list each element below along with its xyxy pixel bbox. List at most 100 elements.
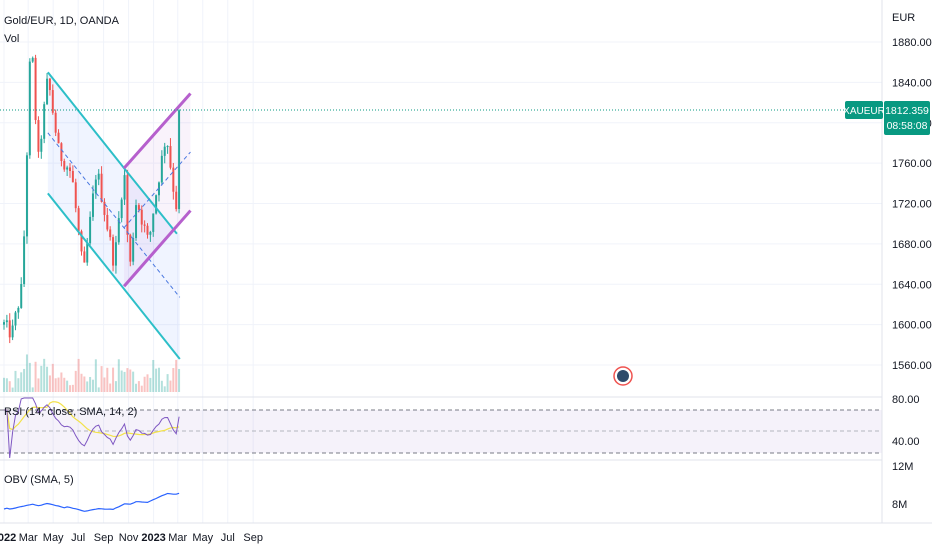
candle-body-22: [66, 167, 69, 170]
candle-body-6: [20, 284, 23, 308]
candle-body-58: [169, 146, 172, 168]
volume-bar-21: [63, 377, 66, 392]
rsi-line: [4, 397, 180, 459]
volume-bar-19: [57, 377, 60, 392]
candle-body-23: [69, 167, 72, 171]
candle-body-52: [152, 213, 155, 232]
volume-bar-28: [83, 376, 86, 392]
volume-bar-17: [51, 363, 54, 392]
volume-bar-59: [172, 368, 175, 392]
volume-bar-39: [114, 381, 117, 392]
candle-body-4: [14, 312, 17, 326]
candle-body-5: [17, 307, 20, 313]
candle-body-32: [94, 179, 97, 194]
candle-body-8: [25, 155, 28, 237]
time-tick-6: 2023: [141, 532, 165, 544]
candle-body-60: [175, 191, 178, 210]
last-price-badge: XAUEUR 1812.359 08:58:08: [843, 101, 930, 135]
volume-bar-16: [48, 375, 51, 392]
price-tick-3: 1760.000: [892, 158, 932, 170]
time-axis-ticks[interactable]: 2022MarMayJulSepNov2023MarMayJulSep: [0, 532, 263, 544]
volume-bar-38: [112, 367, 115, 392]
volume-bar-40: [117, 359, 120, 392]
candle-body-54: [157, 182, 160, 196]
volume-bar-49: [143, 376, 146, 392]
volume-bar-32: [94, 359, 97, 392]
candle-body-14: [43, 104, 46, 139]
volume-bar-47: [137, 381, 140, 392]
candle-body-25: [74, 182, 77, 209]
volume-bar-53: [155, 368, 158, 392]
volume-bar-57: [166, 374, 169, 392]
volume-bar-45: [132, 371, 135, 392]
candle-body-46: [135, 205, 138, 239]
volume-bar-12: [37, 378, 40, 392]
volume-bar-5: [17, 378, 20, 392]
volume-bar-8: [25, 354, 28, 392]
volume-bar-1: [5, 378, 8, 392]
volume-bar-60: [175, 359, 178, 392]
candle-body-36: [106, 214, 109, 230]
alert-marker-icon[interactable]: [613, 366, 633, 386]
obv-legend[interactable]: OBV (SMA, 5): [4, 474, 74, 486]
candle-body-56: [163, 146, 166, 156]
candle-body-3: [11, 325, 14, 338]
candle-body-45: [132, 238, 135, 262]
rsi-tick-80: 80.00: [892, 394, 920, 406]
volume-bar-52: [152, 359, 155, 392]
price-axis-ticks[interactable]: 1880.0001840.0001800.0001760.0001720.000…: [892, 37, 932, 372]
candle-body-43: [126, 175, 129, 235]
volume-bar-2: [8, 381, 11, 392]
candle-body-0: [3, 322, 5, 325]
candle-body-10: [31, 57, 34, 62]
candle-body-35: [103, 201, 106, 215]
time-tick-2: May: [43, 532, 64, 544]
candle-body-33: [97, 173, 100, 180]
volume-bar-14: [43, 358, 46, 392]
candle-body-40: [117, 218, 120, 243]
price-tick-7: 1600.000: [892, 320, 932, 332]
symbol-legend[interactable]: Gold/EUR, 1D, OANDA: [4, 15, 120, 27]
candle-body-24: [71, 170, 74, 183]
badge-ticker: XAUEUR: [843, 106, 885, 117]
volume-bars: [3, 354, 181, 392]
candle-body-59: [172, 167, 175, 192]
volume-bar-41: [120, 370, 123, 392]
volume-bar-31: [91, 379, 94, 392]
volume-bar-3: [11, 387, 14, 392]
badge-price: 1812.359: [885, 105, 929, 117]
ascending-channel-median: [123, 151, 191, 229]
candle-body-20: [60, 143, 63, 161]
volume-bar-10: [31, 387, 34, 392]
ascending-channel-upper: [122, 92, 192, 170]
candle-body-31: [91, 193, 94, 217]
volume-bar-51: [149, 377, 152, 392]
candle-body-9: [28, 61, 31, 156]
volume-bar-29: [86, 381, 89, 392]
candle-body-27: [80, 231, 83, 252]
candle-body-13: [40, 138, 43, 152]
rsi-tick-40: 40.00: [892, 436, 920, 448]
volume-bar-43: [126, 368, 129, 392]
candle-body-30: [89, 216, 92, 244]
volume-legend[interactable]: Vol: [4, 33, 19, 45]
candle-body-29: [86, 243, 89, 263]
volume-bar-54: [157, 367, 160, 392]
channel-lines: [47, 71, 192, 360]
volume-bar-13: [40, 365, 43, 392]
time-tick-10: Sep: [243, 532, 263, 544]
volume-bar-44: [129, 369, 132, 392]
candle-body-42: [123, 175, 126, 200]
candle-body-50: [146, 225, 149, 235]
volume-bar-20: [60, 372, 63, 392]
time-tick-4: Sep: [94, 532, 114, 544]
volume-bar-0: [3, 377, 5, 392]
volume-bar-55: [160, 380, 163, 392]
time-tick-1: Mar: [19, 532, 38, 544]
candle-body-44: [129, 234, 132, 262]
volume-bar-56: [163, 386, 166, 392]
time-tick-0: 2022: [0, 532, 16, 544]
obv-tick-12m: 12M: [892, 461, 913, 473]
rsi-legend[interactable]: RSI (14, close, SMA, 14, 2): [4, 406, 137, 418]
